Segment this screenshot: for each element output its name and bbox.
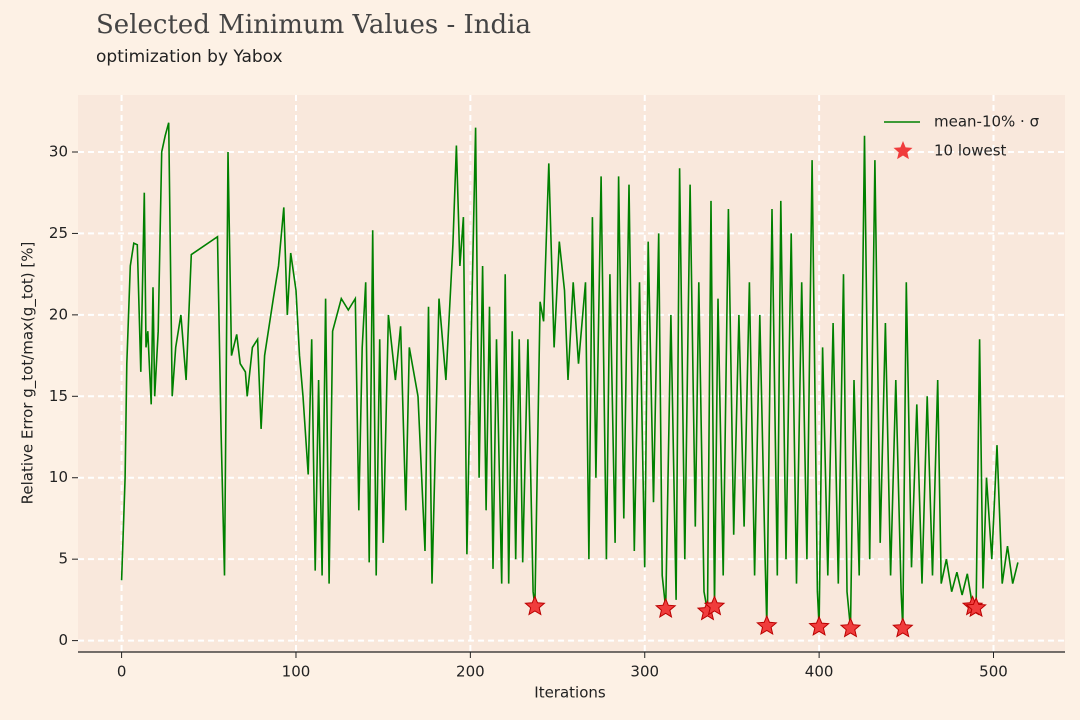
y-tick-label: 30 xyxy=(49,143,68,161)
x-axis-label: Iterations xyxy=(534,684,606,702)
x-tick-label: 200 xyxy=(456,663,485,681)
y-tick-label: 5 xyxy=(58,550,68,568)
star-marker xyxy=(808,615,830,636)
x-tick-label: 500 xyxy=(979,663,1008,681)
x-tick-label: 400 xyxy=(805,663,834,681)
star-marker xyxy=(839,617,862,638)
star-marker xyxy=(965,596,987,618)
y-tick-label: 10 xyxy=(49,468,68,486)
chart-subtitle: optimization by Yabox xyxy=(96,47,283,67)
y-tick-label: 25 xyxy=(49,224,68,242)
x-tick-label: 300 xyxy=(630,663,659,681)
star-marker xyxy=(654,597,677,618)
y-tick-label: 15 xyxy=(49,387,68,405)
x-tick-label: 0 xyxy=(117,663,127,681)
chart-title: Selected Minimum Values - India xyxy=(96,10,531,40)
star-marker xyxy=(524,595,546,616)
y-tick-label: 20 xyxy=(49,305,68,323)
legend-label: mean-10% · σ xyxy=(934,113,1040,131)
y-axis-label: Relative Error g_tot/max(g_tot) [%] xyxy=(19,242,38,505)
line xyxy=(120,122,1019,629)
legend-label: 10 lowest xyxy=(934,142,1007,160)
legend-marker xyxy=(893,141,913,160)
star-marker xyxy=(703,595,726,616)
x-tick-label: 100 xyxy=(282,663,311,681)
star-marker xyxy=(756,614,778,636)
y-tick-label: 0 xyxy=(58,631,68,649)
star-marker xyxy=(892,617,914,638)
